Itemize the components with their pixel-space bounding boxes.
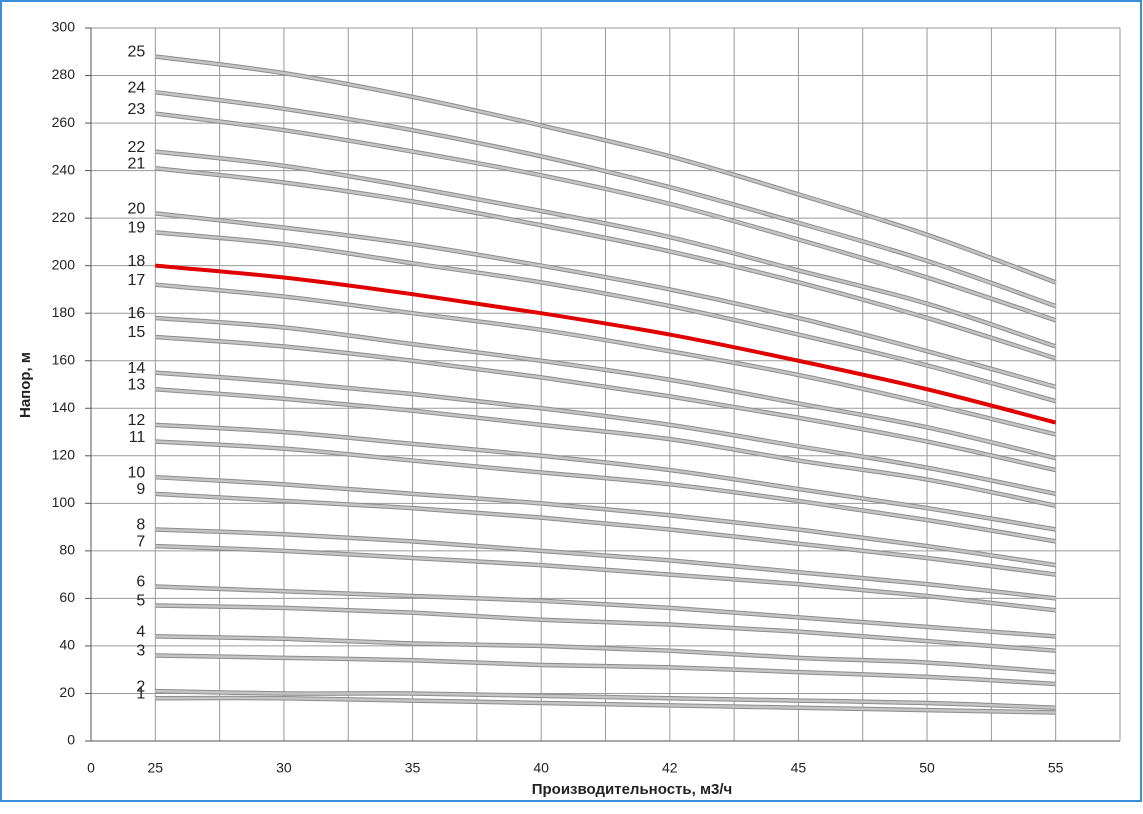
- curve: [155, 231, 1057, 403]
- curve: [155, 150, 1057, 348]
- y-tick-label: 200: [52, 256, 76, 272]
- x-tick-label: 30: [276, 760, 292, 776]
- series-label: 1: [136, 685, 145, 702]
- y-tick-label: 220: [52, 209, 76, 225]
- y-tick-label: 60: [59, 589, 75, 605]
- curve: [155, 440, 1056, 543]
- series-label: 14: [128, 360, 146, 377]
- series-label: 22: [128, 139, 146, 156]
- y-tick-label: 260: [52, 114, 76, 130]
- curve: [155, 112, 1057, 322]
- y-tick-label: 180: [52, 304, 76, 320]
- series-label: 25: [128, 44, 146, 61]
- y-tick-label: 160: [52, 351, 76, 367]
- y-tick-label: 240: [52, 161, 76, 177]
- series-label: 15: [128, 324, 146, 341]
- curve: [155, 212, 1057, 389]
- series-label: 5: [136, 593, 145, 610]
- series-label: 6: [136, 574, 145, 591]
- x-tick-label: 35: [405, 760, 421, 776]
- y-tick-label: 280: [52, 66, 76, 82]
- series-label: 19: [128, 220, 146, 237]
- y-tick-label: 120: [52, 447, 76, 463]
- x-tick-label: 50: [919, 760, 935, 776]
- x-tick-label: 25: [148, 760, 164, 776]
- y-tick-label: 300: [52, 19, 76, 35]
- curve: [155, 55, 1057, 284]
- y-tick-label: 40: [59, 637, 75, 653]
- x-tick-label: 45: [791, 760, 807, 776]
- curve: [155, 388, 1056, 507]
- series-label: 8: [136, 517, 145, 534]
- curve: [155, 585, 1056, 638]
- curve: [155, 263, 1057, 425]
- curve: [155, 492, 1056, 576]
- y-tick-label: 100: [52, 494, 76, 510]
- curve: [155, 696, 1056, 714]
- series-label: 9: [136, 481, 145, 498]
- series-label: 24: [128, 79, 146, 96]
- series-label: 17: [128, 272, 146, 289]
- series-label: 2: [136, 678, 145, 695]
- series-label: 4: [136, 624, 145, 641]
- curve: [155, 423, 1056, 531]
- y-tick-label: 140: [52, 399, 76, 415]
- series-label: 12: [128, 412, 146, 429]
- curve: [155, 371, 1056, 496]
- plot: [155, 54, 1057, 715]
- series-label: 3: [136, 643, 145, 660]
- grid: [91, 27, 1121, 742]
- curve: [155, 335, 1056, 472]
- series-label: 16: [128, 305, 146, 322]
- series-label: 7: [136, 533, 145, 550]
- y-tick-label: 0: [67, 732, 75, 748]
- x-axis-label: Производительность, м3/ч: [532, 781, 733, 798]
- y-tick-label: 20: [59, 684, 75, 700]
- curve: [155, 90, 1057, 308]
- curve: [155, 635, 1056, 674]
- series-label: 18: [128, 253, 146, 270]
- series-label: 13: [128, 376, 146, 393]
- series-label: 20: [128, 201, 146, 218]
- curve: [155, 689, 1056, 709]
- y-axis-label: Напор, м: [17, 352, 34, 418]
- x-tick-label: 55: [1048, 760, 1064, 776]
- curve: [155, 544, 1056, 612]
- curve: [155, 316, 1056, 460]
- curve: [155, 604, 1056, 652]
- series-label: 21: [128, 155, 146, 172]
- series-label: 23: [128, 101, 146, 118]
- curve: [155, 528, 1056, 600]
- x-tick-label: 40: [533, 760, 549, 776]
- curve: [155, 166, 1057, 360]
- curve: [155, 654, 1056, 686]
- x-tick-label: 42: [662, 760, 678, 776]
- series-label: 11: [129, 429, 146, 446]
- series-label: 10: [128, 464, 146, 481]
- curve: [155, 475, 1056, 567]
- curve: [155, 283, 1056, 436]
- y-tick-label: 80: [59, 542, 75, 558]
- x-tick-label: 0: [87, 760, 95, 776]
